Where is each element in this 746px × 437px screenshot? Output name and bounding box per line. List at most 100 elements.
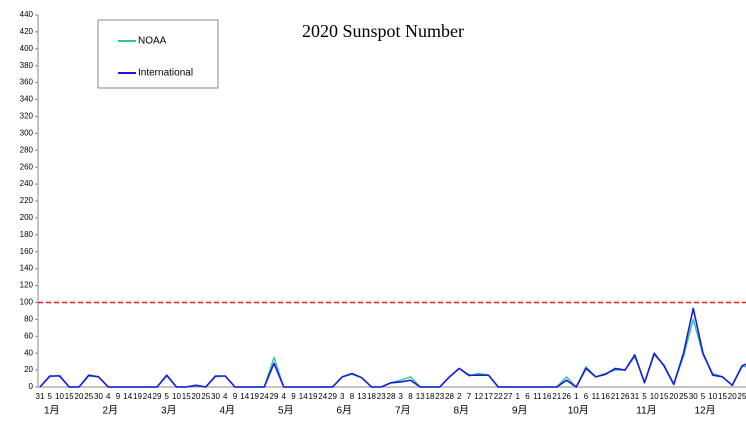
y-tick-label: 140	[20, 264, 34, 273]
x-tick-label: 10	[172, 392, 181, 401]
legend-label: International	[138, 68, 193, 79]
x-tick-label: 10	[55, 392, 64, 401]
y-tick-label: 380	[20, 61, 34, 70]
x-tick-label: 29	[270, 392, 279, 401]
title-box	[276, 20, 490, 46]
y-tick-label: 240	[20, 179, 34, 188]
x-tick-label: 8	[408, 392, 413, 401]
y-tick-label: 120	[20, 281, 34, 290]
month-label: 10月	[568, 405, 589, 417]
y-tick-label: 80	[24, 314, 33, 323]
y-tick-label: 260	[20, 162, 34, 171]
x-tick-label: 20	[728, 392, 737, 401]
month-label: 2月	[102, 405, 118, 417]
y-tick-label: 40	[24, 348, 33, 357]
month-label: 11月	[636, 405, 656, 417]
x-tick-label: 25	[679, 392, 688, 401]
y-tick-label: 440	[20, 10, 34, 19]
y-tick-label: 320	[20, 112, 34, 121]
x-tick-label: 14	[240, 392, 249, 401]
month-label: 6月	[336, 405, 352, 417]
x-tick-label: 13	[357, 392, 366, 401]
x-tick-label: 24	[143, 392, 152, 401]
x-tick-label: 30	[94, 392, 103, 401]
y-tick-label: 100	[20, 298, 34, 307]
month-label: 7月	[395, 405, 411, 417]
x-tick-label: 3	[399, 392, 404, 401]
series-line	[39, 307, 746, 388]
x-tick-label: 15	[65, 392, 74, 401]
x-tick-label: 23	[377, 392, 386, 401]
month-label: 8月	[453, 405, 469, 417]
x-tick-label: 21	[611, 392, 620, 401]
x-tick-label: 20	[192, 392, 201, 401]
x-tick-label: 30	[211, 392, 220, 401]
x-tick-label: 23	[435, 392, 444, 401]
x-tick-label: 28	[445, 392, 454, 401]
x-tick-label: 9	[291, 392, 296, 401]
x-tick-label: 15	[660, 392, 669, 401]
y-tick-label: 0	[29, 382, 34, 391]
x-tick-label: 3	[340, 392, 345, 401]
y-tick-label: 340	[20, 95, 34, 104]
x-tick-label: 4	[282, 392, 287, 401]
x-tick-label: 2	[457, 392, 462, 401]
x-tick-label: 21	[552, 392, 561, 401]
x-tick-label: 5	[642, 392, 647, 401]
x-tick-label: 15	[182, 392, 191, 401]
x-tick-label: 6	[525, 392, 530, 401]
x-tick-label: 22	[494, 392, 503, 401]
y-tick-label: 20	[24, 365, 33, 374]
x-tick-label: 26	[562, 392, 571, 401]
x-tick-label: 16	[543, 392, 552, 401]
x-tick-label: 1	[516, 392, 521, 401]
x-tick-label: 4	[106, 392, 111, 401]
x-tick-label: 12	[474, 392, 483, 401]
x-tick-label: 29	[328, 392, 337, 401]
x-tick-label: 7	[467, 392, 472, 401]
y-tick-label: 420	[20, 27, 34, 36]
month-label: 5月	[278, 405, 294, 417]
x-tick-label: 8	[350, 392, 355, 401]
x-tick-label: 14	[123, 392, 132, 401]
x-tick-label: 11	[592, 392, 601, 401]
y-tick-label: 360	[20, 78, 34, 87]
x-tick-label: 25	[201, 392, 210, 401]
y-tick-label: 200	[20, 213, 34, 222]
x-tick-label: 24	[318, 392, 327, 401]
x-tick-label: 31	[630, 392, 639, 401]
x-tick-label: 14	[299, 392, 308, 401]
y-tick-label: 220	[20, 196, 34, 205]
y-tick-label: 280	[20, 145, 34, 154]
x-tick-label: 5	[165, 392, 170, 401]
month-label: 4月	[219, 405, 235, 417]
x-tick-label: 5	[48, 392, 53, 401]
x-tick-label: 10	[708, 392, 717, 401]
month-label: 12月	[694, 405, 715, 417]
legend-box	[97, 19, 219, 89]
x-tick-label: 9	[233, 392, 238, 401]
x-tick-label: 25	[84, 392, 93, 401]
x-tick-label: 15	[718, 392, 727, 401]
x-tick-label: 29	[153, 392, 162, 401]
x-tick-label: 26	[621, 392, 630, 401]
x-tick-label: 19	[250, 392, 259, 401]
month-label: 9月	[512, 405, 528, 417]
x-tick-label: 31	[36, 392, 45, 401]
x-tick-label: 20	[669, 392, 678, 401]
x-tick-label: 5	[701, 392, 706, 401]
x-tick-label: 13	[416, 392, 425, 401]
x-tick-label: 18	[367, 392, 376, 401]
month-label: 3月	[161, 405, 177, 417]
x-tick-label: 9	[116, 392, 121, 401]
y-tick-label: 60	[24, 331, 33, 340]
x-tick-label: 4	[223, 392, 228, 401]
x-tick-label: 19	[309, 392, 318, 401]
y-tick-label: 400	[20, 44, 34, 53]
y-tick-label: 300	[20, 128, 34, 137]
x-tick-label: 16	[601, 392, 610, 401]
legend-label: NOAA	[138, 36, 167, 47]
x-tick-label: 24	[260, 392, 269, 401]
chart-title: 2020 Sunspot Number	[302, 21, 464, 41]
x-tick-label: 1	[574, 392, 579, 401]
